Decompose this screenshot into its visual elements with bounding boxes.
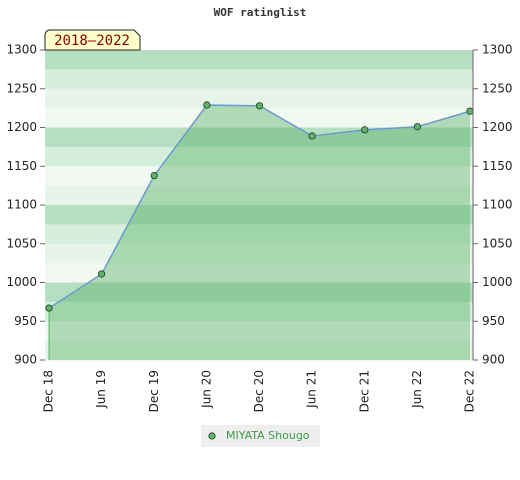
y-tick-label: 1200 xyxy=(6,120,37,134)
legend xyxy=(201,425,320,447)
x-tick-label: Dec 22 xyxy=(463,370,477,412)
point xyxy=(98,270,106,278)
y-tick-label: 1050 xyxy=(6,236,37,250)
chart-title: WOF ratinglist xyxy=(214,6,307,19)
x-tick-label: Dec 19 xyxy=(147,370,161,412)
background-stripe xyxy=(45,88,473,109)
x-tick-label: Jun 20 xyxy=(199,370,213,409)
point xyxy=(150,171,158,180)
background-stripe xyxy=(45,340,473,361)
y2-tick-label: 1100 xyxy=(482,198,513,212)
legend-label: MIYATA Shougo xyxy=(226,429,310,442)
point xyxy=(45,304,53,312)
x-tick-label: Jun 19 xyxy=(94,370,108,409)
background-stripe xyxy=(45,263,473,283)
plot-area xyxy=(45,50,474,361)
y-tick-label: 1250 xyxy=(6,81,37,95)
y2-tick-label: 1250 xyxy=(482,81,513,95)
y-tick-label: 900 xyxy=(14,353,37,367)
x-tick-label: Dec 18 xyxy=(42,370,56,412)
y-tick-label: 1150 xyxy=(6,159,37,173)
y2-tick-label: 900 xyxy=(482,353,505,367)
point xyxy=(203,101,211,109)
point xyxy=(255,102,264,110)
background-stripe xyxy=(45,243,473,264)
area xyxy=(49,105,470,361)
x-tick-label: Dec 21 xyxy=(357,370,371,412)
y2-tick-label: 1200 xyxy=(482,120,513,134)
background-stripe xyxy=(45,321,473,342)
background-stripe xyxy=(45,224,473,245)
annotation: 2018–2022 xyxy=(54,33,130,49)
x-tick-label: Jun 22 xyxy=(410,370,424,409)
annotation-box xyxy=(44,29,141,51)
background-stripe xyxy=(45,205,473,225)
background-stripe xyxy=(45,69,473,90)
legend-marker xyxy=(208,432,216,440)
x-tick-label: Jun 21 xyxy=(305,370,319,409)
y2-tick-label: 1050 xyxy=(482,236,513,250)
point xyxy=(361,126,369,134)
background-stripe xyxy=(45,301,473,322)
point xyxy=(308,132,316,140)
y-tick-label: 1000 xyxy=(6,275,37,289)
point xyxy=(466,107,474,115)
background-stripe xyxy=(45,185,473,206)
background-stripe xyxy=(45,108,473,128)
background-stripe xyxy=(45,146,473,167)
y2-tick-label: 1150 xyxy=(482,159,513,173)
background-stripe xyxy=(45,282,473,303)
background-stripe xyxy=(45,50,473,70)
y-tick-label: 1100 xyxy=(6,198,37,212)
x-tick-label: Dec 20 xyxy=(252,370,266,412)
y2-tick-label: 1300 xyxy=(482,43,513,57)
y-tick-label: 950 xyxy=(14,314,37,328)
y-tick-label: 1300 xyxy=(6,43,37,57)
y2-tick-label: 950 xyxy=(482,314,505,328)
point xyxy=(413,123,421,131)
y2-tick-label: 1000 xyxy=(482,275,513,289)
